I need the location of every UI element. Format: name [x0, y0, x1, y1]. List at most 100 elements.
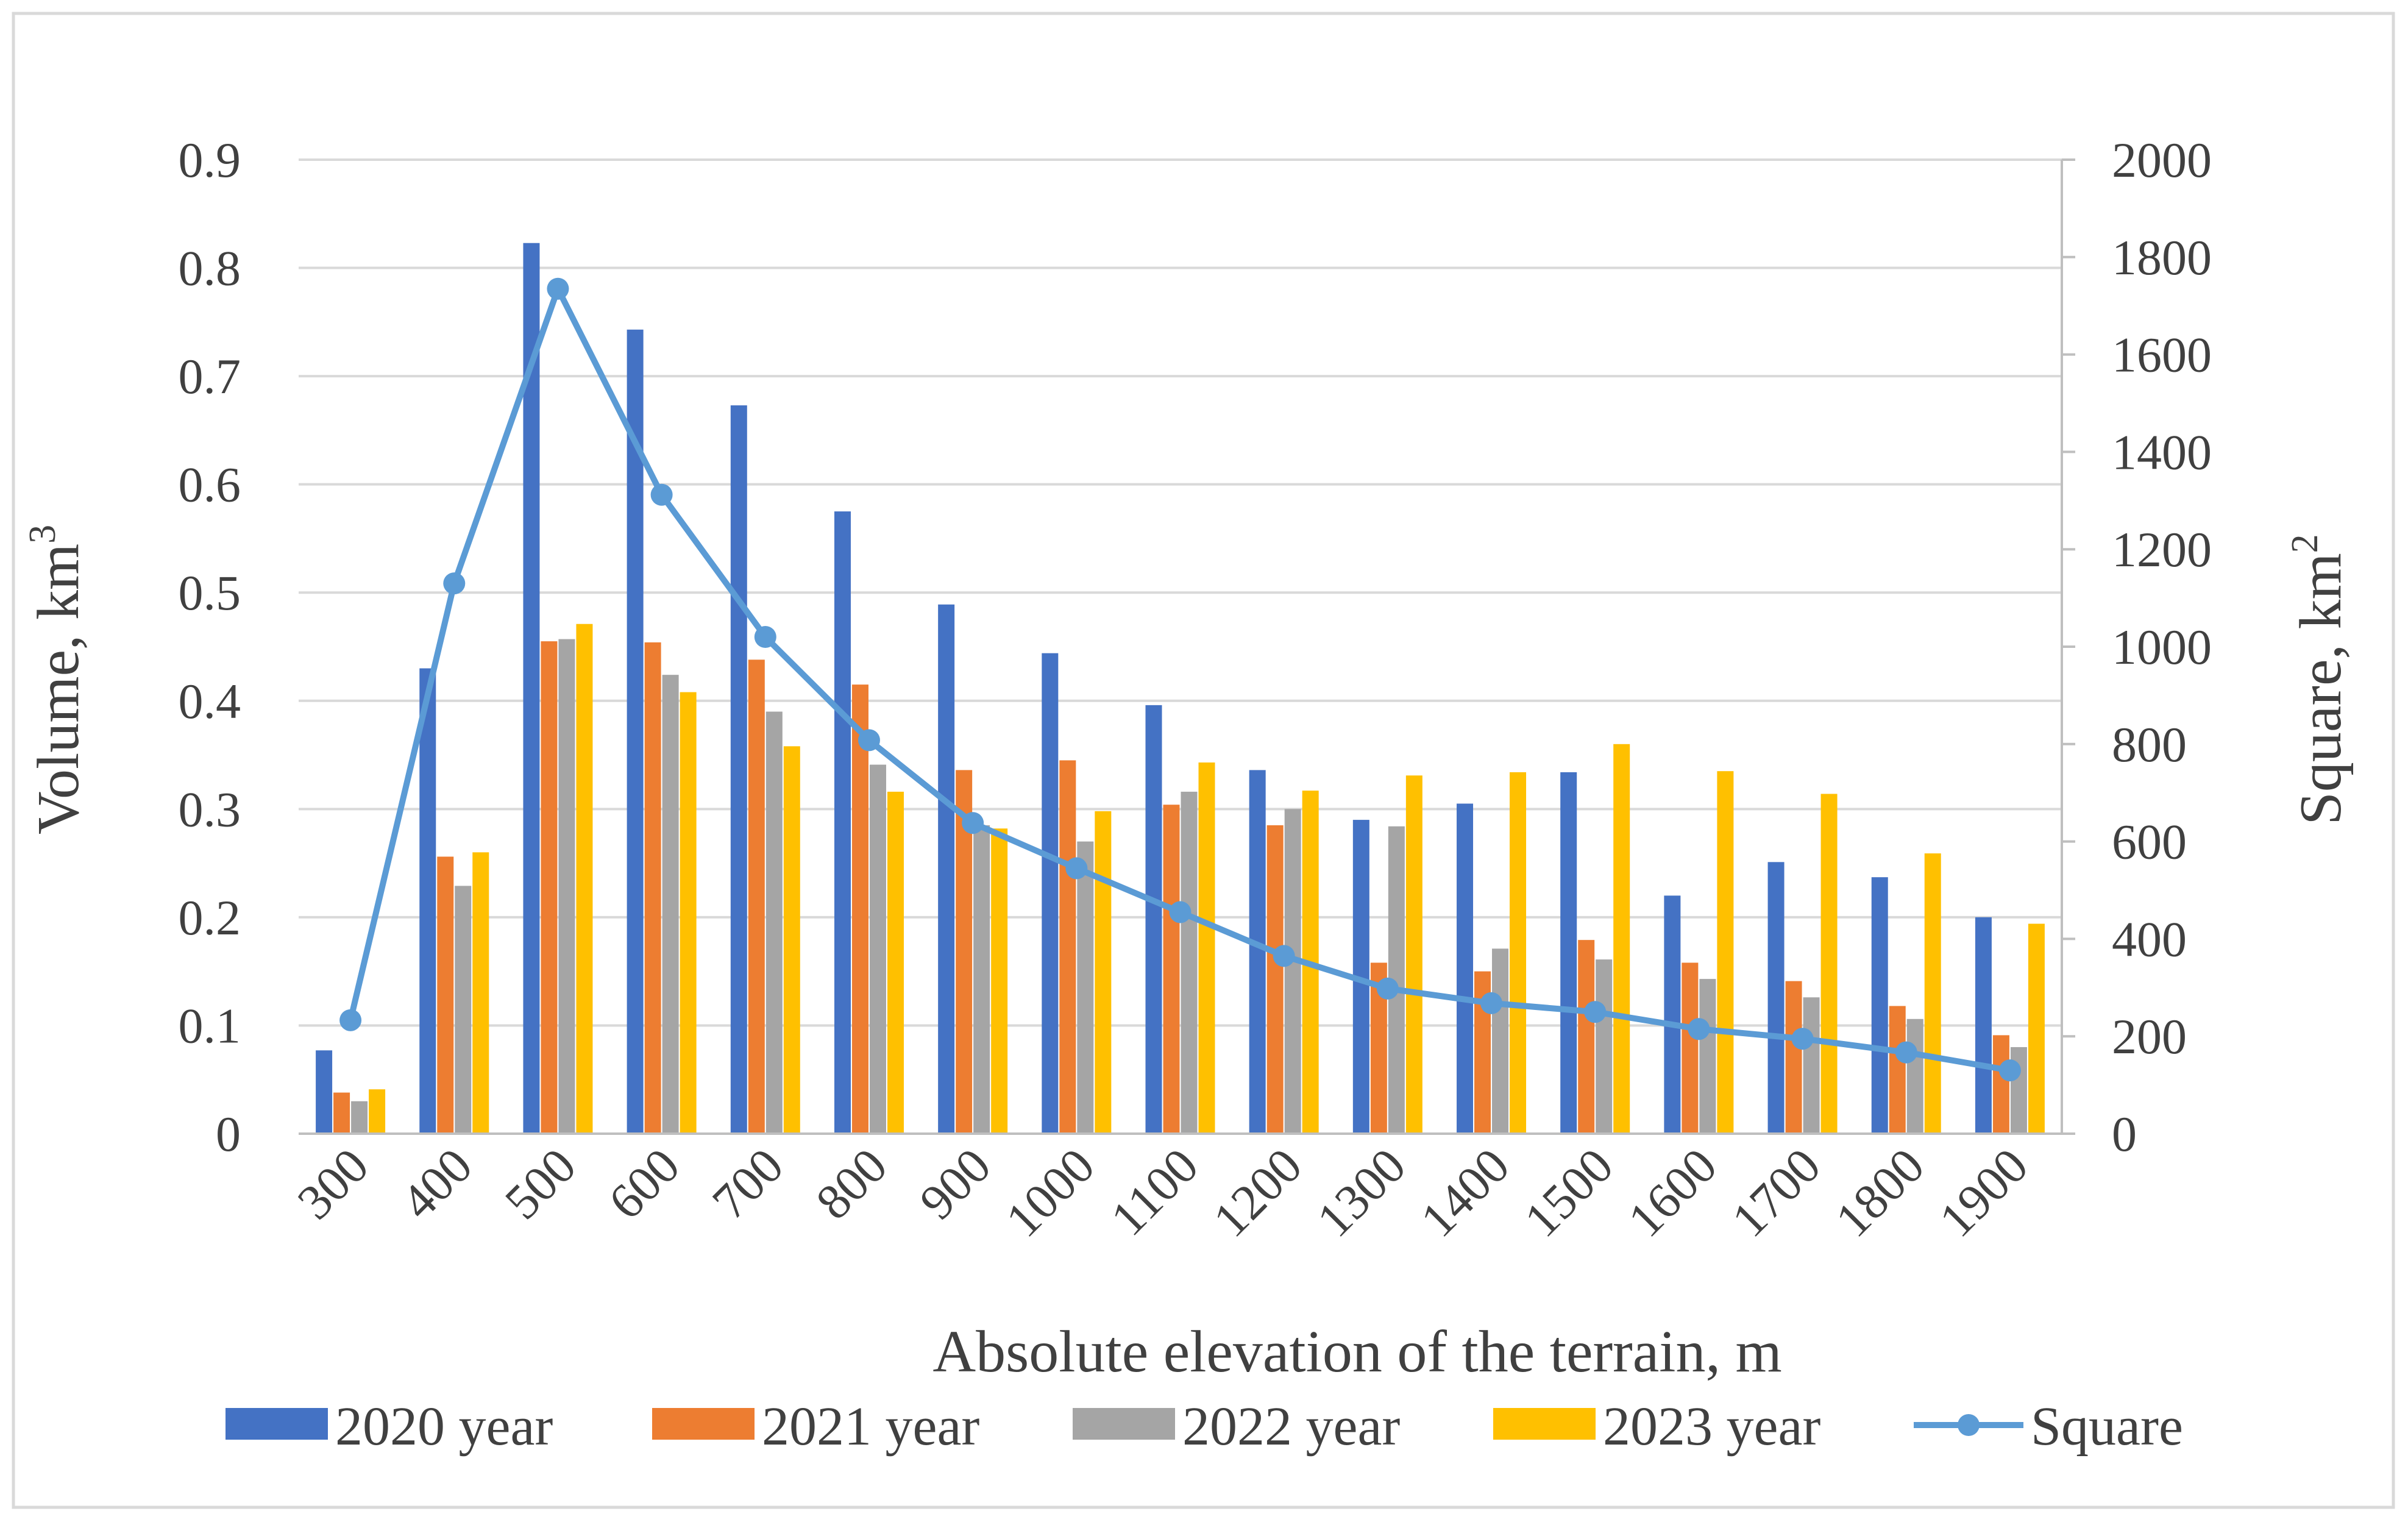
- bar-2020-year: [1871, 877, 1888, 1134]
- legend-swatch: [1493, 1408, 1596, 1440]
- bar-2021-year: [1059, 760, 1076, 1134]
- legend-swatch: [652, 1408, 755, 1440]
- bar-2020-year: [523, 243, 540, 1134]
- bar-2023-year: [1405, 775, 1422, 1134]
- bar-2022-year: [558, 639, 575, 1134]
- bar-2021-year: [1682, 962, 1699, 1134]
- bar-2021-year: [541, 641, 558, 1134]
- bar-2021-year: [851, 684, 868, 1134]
- y2-tick-label: 400: [2112, 911, 2187, 967]
- bar-2022-year: [765, 711, 783, 1134]
- bars: [316, 243, 2045, 1134]
- bar-2022-year: [1803, 997, 1820, 1134]
- y-tick-label: 0.8: [179, 241, 241, 296]
- bar-2022-year: [662, 675, 679, 1134]
- square-point: [1584, 1001, 1607, 1023]
- bar-2022-year: [1596, 959, 1613, 1134]
- square-point: [1065, 857, 1088, 880]
- bar-2020-year: [627, 329, 644, 1134]
- bar-2021-year: [437, 856, 454, 1134]
- bar-2022-year: [1181, 791, 1198, 1134]
- square-point: [858, 729, 880, 752]
- square-point: [1998, 1059, 2021, 1082]
- bar-2020-year: [1664, 895, 1681, 1134]
- legend-marker: [1958, 1414, 1980, 1436]
- bar-2022-year: [1284, 809, 1301, 1134]
- bar-2020-year: [1767, 862, 1785, 1134]
- y2-tick-label: 1400: [2112, 424, 2212, 480]
- bar-2023-year: [369, 1089, 386, 1134]
- y2-tick-label: 0: [2112, 1106, 2137, 1162]
- bar-2023-year: [887, 791, 904, 1134]
- y-axis-title-text: Volume, km: [26, 544, 91, 834]
- legend-label: 2020 year: [335, 1396, 553, 1457]
- bar-2023-year: [472, 852, 489, 1134]
- square-point: [1273, 945, 1295, 967]
- bar-2021-year: [1889, 1006, 1906, 1134]
- y-tick-label: 0.9: [179, 132, 241, 188]
- bar-2020-year: [1560, 772, 1577, 1134]
- bar-2023-year: [991, 828, 1008, 1134]
- y2-axis-title: Square, km2: [2284, 534, 2354, 825]
- square-point: [754, 626, 776, 649]
- bar-2021-year: [1266, 825, 1284, 1134]
- y2-tick-label: 2000: [2112, 132, 2212, 188]
- bar-2023-year: [1924, 853, 1941, 1134]
- square-point: [443, 572, 466, 595]
- bar-2020-year: [834, 511, 851, 1134]
- bar-2020-year: [1457, 803, 1474, 1134]
- legend: 2020 year 2021 year 2022 year 2023 year Squa…: [226, 1396, 2183, 1457]
- bar-2021-year: [1785, 981, 1802, 1134]
- y2-tick-label: 600: [2112, 814, 2187, 870]
- square-line: [339, 277, 2021, 1082]
- legend-label: 2022 year: [1182, 1396, 1400, 1457]
- bar-2022-year: [1077, 841, 1094, 1134]
- bar-2021-year: [644, 642, 661, 1134]
- bar-2021-year: [333, 1092, 350, 1134]
- x-axis-title: Absolute elevation of the terrain, m: [932, 1319, 1781, 1385]
- bar-2021-year: [1578, 940, 1595, 1134]
- square-point: [547, 277, 569, 300]
- bar-2023-year: [576, 624, 593, 1134]
- bar-2022-year: [1906, 1018, 1923, 1134]
- legend-swatch: [226, 1408, 328, 1440]
- y2-axis-title-text: Square, km: [2288, 553, 2354, 825]
- bar-2022-year: [1699, 979, 1716, 1134]
- y2-axis-title-sup: 2: [2284, 534, 2326, 553]
- legend-label: 2021 year: [762, 1396, 979, 1457]
- y-tick-label: 0.4: [179, 674, 241, 729]
- bar-2020-year: [1975, 917, 1992, 1134]
- square-point: [650, 483, 673, 506]
- bar-2020-year: [938, 604, 955, 1134]
- bar-2023-year: [1198, 762, 1215, 1134]
- square-point: [1895, 1041, 1917, 1064]
- bar-2023-year: [680, 692, 697, 1134]
- square-point: [962, 812, 984, 834]
- y-tick-label: 0.7: [179, 349, 241, 404]
- y-tick-label: 0.6: [179, 457, 241, 513]
- legend-label: Square: [2031, 1396, 2183, 1457]
- y2-tick-label: 1800: [2112, 230, 2212, 285]
- bar-2020-year: [316, 1050, 333, 1134]
- square-point: [1480, 992, 1503, 1014]
- y2-tick-label: 1000: [2112, 619, 2212, 675]
- legend-swatch: [1073, 1408, 1175, 1440]
- bar-2022-year: [869, 764, 886, 1134]
- bar-2023-year: [2028, 923, 2045, 1134]
- bar-2023-year: [1095, 811, 1112, 1134]
- y-tick-label: 0.3: [179, 781, 241, 837]
- bar-2023-year: [1820, 794, 1838, 1134]
- y-tick-label: 0.1: [179, 998, 241, 1053]
- square-point: [1791, 1028, 1814, 1050]
- y-axis-title: Volume, km3: [22, 525, 91, 834]
- square-point: [1169, 901, 1192, 923]
- y-axis-title-sup: 3: [22, 525, 63, 544]
- bar-2020-year: [1145, 705, 1162, 1134]
- y2-tick-label: 200: [2112, 1009, 2187, 1064]
- bar-2023-year: [1510, 772, 1527, 1134]
- bar-2020-year: [1249, 770, 1266, 1134]
- bar-2020-year: [1042, 653, 1059, 1134]
- square-point: [339, 1009, 362, 1031]
